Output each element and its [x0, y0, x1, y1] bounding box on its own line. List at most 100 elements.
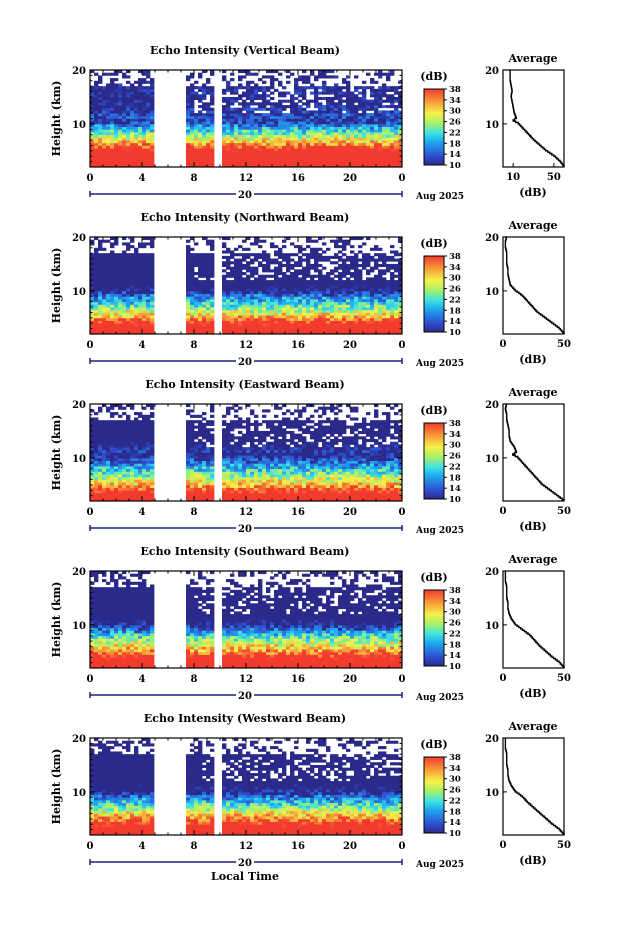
heatmap-cell	[198, 110, 203, 114]
heatmap-cell	[134, 498, 139, 502]
panel-1: Echo Intensity (Vertical Beam)Height (km…	[50, 44, 565, 202]
heatmap-cell	[126, 266, 131, 270]
heatmap-cell	[254, 123, 259, 127]
heatmap-cell	[246, 80, 251, 84]
heatmap-cell	[126, 317, 131, 321]
heatmap-cell	[338, 142, 343, 146]
heatmap-cell	[342, 137, 347, 141]
heatmap-cell	[194, 126, 199, 130]
heatmap-cell	[366, 126, 371, 130]
heatmap-cell	[378, 301, 383, 305]
heatmap-cell	[142, 290, 147, 294]
heatmap-cell	[222, 331, 227, 335]
heatmap-cell	[378, 331, 383, 335]
heatmap-cell	[106, 123, 111, 127]
heatmap-cell	[386, 158, 391, 163]
heatmap-cell	[150, 315, 155, 319]
heatmap-cell	[234, 288, 239, 292]
heatmap-cell	[286, 285, 291, 289]
heatmap-cell	[290, 118, 295, 122]
heatmap-cell	[150, 452, 155, 456]
heatmap-cell	[370, 99, 375, 103]
heatmap-cell	[254, 309, 259, 313]
heatmap-cell	[350, 126, 355, 130]
heatmap-cell	[326, 131, 331, 136]
heatmap-cell	[106, 288, 111, 292]
heatmap-cell	[238, 298, 243, 303]
heatmap-cell	[290, 290, 295, 294]
heatmap-cell	[90, 447, 95, 451]
heatmap-cell	[394, 121, 399, 125]
heatmap-cell	[222, 140, 227, 144]
heatmap-cell	[98, 296, 103, 300]
heatmap-cell	[346, 99, 351, 103]
heatmap-cell	[374, 134, 379, 138]
heatmap-cell	[110, 142, 115, 146]
heatmap-cell	[110, 253, 115, 257]
heatmap-cell	[230, 123, 235, 127]
heatmap-cell	[122, 161, 127, 165]
heatmap-cell	[346, 91, 351, 95]
heatmap-cell	[346, 75, 351, 79]
heatmap-cell	[210, 129, 215, 133]
heatmap-cell	[250, 290, 255, 294]
heatmap-cell	[314, 123, 319, 127]
heatmap-cell	[130, 428, 135, 432]
heatmap-cell	[90, 285, 95, 289]
heatmap-cell	[302, 145, 307, 149]
heatmap-cell	[190, 142, 195, 146]
heatmap-cell	[378, 86, 383, 90]
heatmap-cell	[274, 328, 279, 332]
heatmap-cell	[114, 161, 119, 165]
heatmap-cell	[346, 118, 351, 122]
heatmap-cell	[194, 272, 199, 276]
heatmap-cell	[146, 298, 151, 303]
heatmap-cell	[262, 158, 267, 163]
heatmap-cell	[398, 304, 403, 308]
heatmap-cell	[90, 107, 95, 111]
heatmap-cell	[134, 320, 139, 324]
heatmap-cell	[286, 323, 291, 327]
heatmap-cell	[326, 315, 331, 319]
heatmap-cell	[318, 255, 323, 259]
heatmap-cell	[382, 91, 387, 95]
heatmap-cell	[142, 161, 147, 165]
heatmap-cell	[222, 255, 227, 259]
heatmap-cell	[130, 476, 135, 480]
heatmap-cell	[94, 102, 99, 106]
heatmap-cell	[366, 129, 371, 133]
heatmap-cell	[138, 115, 143, 119]
heatmap-cell	[186, 258, 191, 262]
heatmap-cell	[202, 164, 207, 168]
heatmap-cell	[358, 282, 363, 286]
heatmap-cell	[390, 137, 395, 141]
heatmap-cell	[230, 323, 235, 327]
heatmap-cell	[190, 471, 195, 475]
heatmap-cell	[98, 482, 103, 486]
heatmap-cell	[226, 88, 231, 92]
heatmap-cell	[142, 150, 147, 154]
heatmap-cell	[130, 293, 135, 297]
heatmap-cell	[102, 449, 107, 453]
heatmap-cell	[302, 142, 307, 146]
heatmap-cell	[138, 463, 143, 467]
heatmap-cell	[306, 280, 311, 284]
heatmap-cell	[122, 118, 127, 122]
heatmap-cell	[370, 137, 375, 141]
heatmap-cell	[234, 118, 239, 122]
heatmap-cell	[150, 115, 155, 119]
heatmap-cell	[90, 288, 95, 292]
heatmap-cell	[98, 468, 103, 472]
heatmap-cell	[198, 298, 203, 303]
heatmap-cell	[314, 331, 319, 335]
heatmap-cell	[334, 320, 339, 324]
heatmap-cell	[370, 325, 375, 330]
heatmap-cell	[254, 304, 259, 308]
heatmap-cell	[226, 164, 231, 168]
heatmap-cell	[366, 280, 371, 284]
heatmap-cell	[294, 161, 299, 165]
heatmap-cell	[342, 320, 347, 324]
heatmap-cell	[350, 115, 355, 119]
heatmap-cell	[350, 142, 355, 146]
heatmap-cell	[274, 164, 279, 168]
